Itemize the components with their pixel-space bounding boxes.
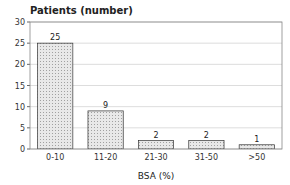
bar [239, 145, 274, 149]
y-tick-label: 0 [20, 145, 25, 154]
x-tick-label: 31-50 [195, 153, 218, 162]
y-tick [27, 106, 30, 107]
bar [38, 43, 73, 149]
y-tick [27, 43, 30, 44]
bar [138, 141, 173, 149]
x-tick-label: >50 [248, 153, 265, 162]
data-label: 2 [153, 131, 158, 140]
y-tick [27, 64, 30, 65]
data-label: 1 [254, 135, 259, 144]
y-tick-label: 5 [20, 124, 25, 133]
x-tick-label: 0-10 [46, 153, 64, 162]
axes: 0 5 10 15 20 25 30 0-10 11-20 21-30 31-50 >50 [15, 18, 265, 162]
data-label: 25 [50, 33, 60, 42]
y-tick [27, 22, 30, 23]
bar [189, 141, 224, 149]
y-tick [27, 149, 30, 150]
x-tick-label: 21-30 [144, 153, 167, 162]
grid [30, 22, 282, 149]
chart-container: 0 5 10 15 20 25 30 0-10 11-20 21-30 31-50 >50 25 9 2 2 1… [0, 0, 290, 185]
chart-title: Patients (number) [30, 5, 133, 16]
data-labels: 25 9 2 2 1 [50, 33, 259, 144]
y-tick-label: 25 [15, 39, 25, 48]
plot-frame [30, 22, 282, 149]
y-tick-label: 15 [15, 82, 25, 91]
data-label: 9 [103, 101, 108, 110]
x-tick-label: 11-20 [94, 153, 117, 162]
y-tick-label: 20 [15, 60, 25, 69]
y-tick [27, 127, 30, 128]
chart-svg: 0 5 10 15 20 25 30 0-10 11-20 21-30 31-50 >50 25 9 2 2 1… [0, 0, 290, 185]
y-tick-label: 10 [15, 103, 25, 112]
bars [38, 43, 275, 149]
y-tick-label: 30 [15, 18, 25, 27]
bar [88, 111, 123, 149]
data-label: 2 [204, 131, 209, 140]
x-axis-label: BSA (%) [138, 171, 175, 181]
y-tick [27, 85, 30, 86]
